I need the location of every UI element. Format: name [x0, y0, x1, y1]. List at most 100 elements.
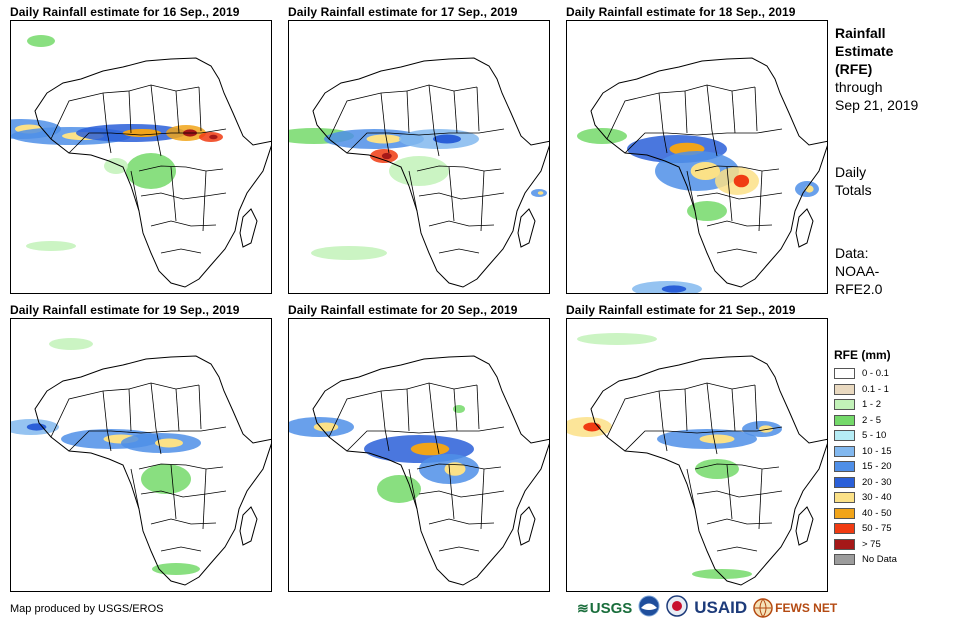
legend-item: 5 - 10: [834, 428, 897, 444]
legend-label: 40 - 50: [862, 507, 892, 519]
rainfall-area: [695, 459, 739, 479]
country-border: [453, 388, 458, 432]
legend-item: 50 - 75: [834, 521, 897, 537]
legend-item: 30 - 40: [834, 490, 897, 506]
country-border: [328, 90, 408, 140]
rainfall-core: [661, 285, 687, 293]
country-border: [128, 84, 200, 92]
title-line: Rainfall: [835, 25, 886, 41]
map-panel-3: Daily Rainfall estimate for 18 Sep., 201…: [566, 5, 828, 295]
country-border: [406, 84, 478, 92]
country-border: [406, 388, 410, 432]
noaa-logo: [638, 595, 660, 622]
rainfall-core: [733, 174, 750, 188]
country-border: [480, 468, 485, 530]
legend-swatch: [834, 399, 855, 411]
country-border: [438, 248, 480, 254]
legend-swatch: [834, 445, 855, 457]
country-border: [716, 248, 758, 254]
country-border: [50, 388, 130, 438]
legend-label: > 75: [862, 538, 881, 550]
country-border: [726, 464, 733, 520]
country-border: [150, 84, 162, 157]
legend-items: 0 - 0.1 0.1 - 1 1 - 2 2 - 5 5 - 10 10 - 15 15 …: [834, 366, 897, 568]
country-border: [428, 84, 440, 157]
legend-swatch: [834, 461, 855, 473]
fewsnet-logo: FEWS NET: [753, 598, 837, 618]
map-panel-6: Daily Rainfall estimate for 21 Sep., 201…: [566, 303, 828, 593]
rainfall-area: [26, 241, 76, 251]
country-border: [416, 165, 502, 172]
country-border: [684, 382, 756, 390]
agency-logos: ≋ USGS USAID FEWS NET: [577, 594, 837, 622]
period-line: Daily: [835, 164, 867, 180]
usaid-logo: USAID: [694, 598, 748, 617]
country-border: [480, 170, 485, 232]
country-border: [696, 490, 783, 498]
country-border: [346, 128, 505, 154]
legend-label: 5 - 10: [862, 430, 887, 442]
rainfall-area: [311, 246, 387, 260]
legend-label: No Data: [862, 554, 897, 566]
country-border: [202, 468, 207, 530]
country-border: [731, 388, 736, 432]
legend-title: RFE (mm): [834, 348, 891, 362]
country-border: [380, 390, 390, 452]
usaid-seal-icon: [666, 594, 688, 622]
country-border: [754, 86, 758, 132]
product-title: Rainfall Estimate (RFE) through Sep 21, …: [835, 24, 918, 114]
legend-swatch: [834, 368, 855, 380]
country-border: [758, 468, 763, 530]
country-border: [684, 388, 688, 432]
country-border: [476, 384, 480, 430]
period-line: Totals: [835, 182, 872, 198]
legend-swatch: [834, 430, 855, 442]
africa-coastline: [34, 57, 271, 288]
country-border: [408, 170, 418, 212]
through-label: through: [835, 79, 883, 95]
country-border: [658, 390, 668, 452]
source-line: NOAA-: [835, 263, 880, 279]
country-border: [170, 166, 177, 222]
country-border: [140, 490, 227, 498]
country-border: [150, 382, 162, 455]
legend-item: > 75: [834, 537, 897, 553]
country-border: [198, 86, 202, 132]
panel-title: Daily Rainfall estimate for 16 Sep., 201…: [10, 5, 240, 19]
map-panel-2: Daily Rainfall estimate for 17 Sep., 201…: [288, 5, 550, 295]
legend-swatch: [834, 554, 855, 566]
country-border: [706, 382, 718, 455]
country-border: [418, 490, 505, 498]
legend-item: 20 - 30: [834, 475, 897, 491]
africa-coastline: [590, 57, 827, 288]
country-border: [684, 90, 688, 134]
country-border: [684, 84, 756, 92]
rainfall-core: [381, 152, 392, 160]
rainfall-core: [759, 425, 773, 433]
rainfall-core: [699, 434, 735, 444]
legend-item: 2 - 5: [834, 413, 897, 429]
africa-map: [288, 318, 550, 592]
legend-item: 0.1 - 1: [834, 382, 897, 398]
legend-swatch: [834, 523, 855, 535]
country-border: [68, 128, 227, 154]
legend-label: 2 - 5: [862, 414, 882, 426]
rainfall-core: [155, 438, 183, 448]
africa-map-svg: [289, 57, 549, 288]
title-line: (RFE): [835, 61, 873, 77]
country-border: [418, 192, 505, 200]
country-border: [50, 90, 130, 140]
legend: RFE (mm) 0 - 0.1 0.1 - 1 1 - 2 2 - 5 5 - 10 1…: [834, 348, 897, 568]
rainfall-area: [377, 475, 421, 503]
rainfall-core: [690, 162, 721, 180]
country-border: [716, 546, 758, 552]
panel-title: Daily Rainfall estimate for 18 Sep., 201…: [566, 5, 796, 19]
legend-label: 15 - 20: [862, 461, 892, 473]
rainfall-area: [126, 153, 176, 189]
country-border: [130, 468, 140, 510]
map-panel-1: Daily Rainfall estimate for 16 Sep., 201…: [10, 5, 272, 295]
legend-swatch: [834, 538, 855, 550]
legend-item: 15 - 20: [834, 459, 897, 475]
source-line: RFE2.0: [835, 281, 883, 297]
country-border: [68, 426, 227, 452]
